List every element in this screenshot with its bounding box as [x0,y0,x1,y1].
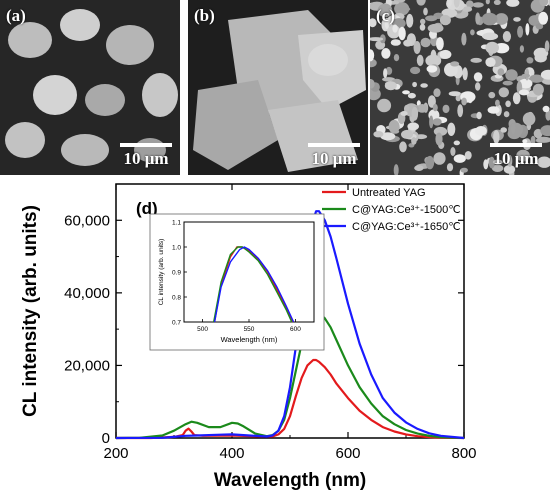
inset-series-line-0 [213,246,294,323]
y-tick-label: 0 [102,430,110,447]
sem-micrograph-a: (a) 10 μm [0,0,180,175]
inset-y-tick-label: 1.1 [172,220,181,227]
panel-label-b: (b) [194,6,215,25]
y-axis-label: CL intensity (arb. units) [20,205,41,417]
panel-label-c: (c) [376,6,395,25]
scale-text-c: 10 μm [493,149,539,168]
cl-spectrum-chart: 200 400 600 800 0 20,000 40,000 60,000 Wavelengt… [20,183,477,491]
scale-bar-a: 10 μm [120,143,172,169]
inset-y-tick-label: 0.7 [172,320,181,327]
scale-bar-b: 10 μm [308,143,360,169]
sem-image-untreated [0,0,180,175]
inset-series-line-1 [213,246,293,323]
x-tick-label: 800 [451,445,476,462]
y-tick-label: 60,000 [64,212,110,229]
inset-y-axis-label: CL intensity (arb. units) [158,239,165,306]
series-line-1 [115,311,465,440]
inset-x-axis-label: Wavelength (nm) [221,335,278,344]
sem-micrograph-b: (b) 10 μm [188,0,368,175]
panel-label-d: (d) [136,199,158,218]
panel-label-a: (a) [6,6,26,25]
inset-y-tick-label: 1.0 [172,245,181,252]
scale-text-a: 10 μm [123,149,169,168]
inset-x-tick-label: 600 [290,326,301,333]
inset-x-tick-label: 500 [197,326,208,333]
y-tick-label: 40,000 [64,285,110,302]
inset-x-tick-label: 550 [244,326,255,333]
inset-y-tick-label: 0.9 [172,270,181,277]
legend-label-2: C@YAG:Ce³⁺-1650℃ [352,221,461,233]
inset-box [149,213,325,351]
sem-image-1500 [188,0,368,175]
legend-label-0: Untreated YAG [352,187,426,199]
x-tick-label: 600 [335,445,360,462]
sem-micrograph-c: (c) 10 μm [370,0,550,175]
x-tick-label: 400 [219,445,244,462]
x-axis-label: Wavelength (nm) [214,470,366,491]
inset-series-line-2 [213,246,295,323]
sem-image-1650 [370,0,550,175]
series-line-0 [116,358,465,440]
y-tick-label: 20,000 [64,357,110,374]
scale-bar-c: 10 μm [490,143,542,169]
x-tick-label: 200 [103,445,128,462]
scale-text-b: 10 μm [311,149,357,168]
inset-y-tick-label: 0.8 [172,295,181,302]
legend-label-1: C@YAG:Ce³⁺-1500℃ [352,204,461,216]
